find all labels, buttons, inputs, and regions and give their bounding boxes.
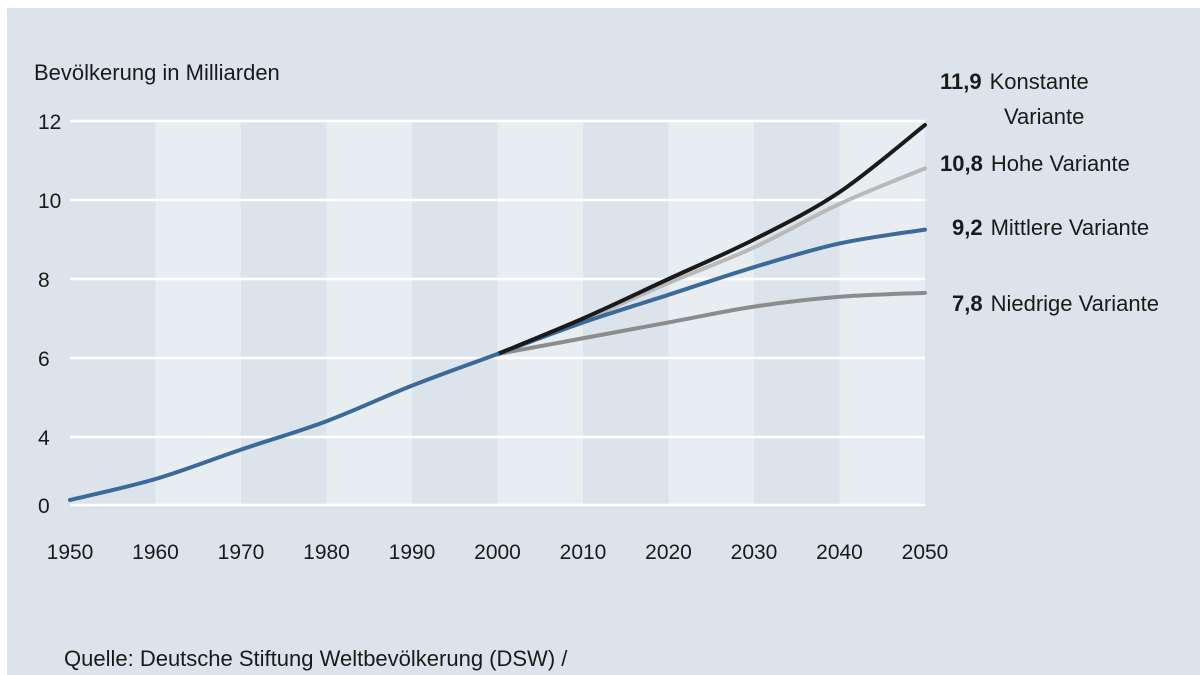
y-axis-label: Bevölkerung in Milliarden — [34, 60, 280, 85]
x-tick-label: 1980 — [303, 541, 350, 564]
x-tick-label: 1950 — [47, 541, 94, 564]
label-niedrige: 7,8 Niedrige Variante — [952, 291, 1159, 316]
x-tick-label: 1960 — [132, 541, 179, 564]
label-konstante: 11,9 Konstante — [940, 69, 1089, 94]
series-line-historical — [68, 352, 500, 502]
x-tick-label: 2010 — [560, 541, 607, 564]
label-mittlere: 9,2 Mittlere Variante — [952, 215, 1149, 240]
decade-band — [241, 121, 327, 505]
x-tick-label: 2020 — [645, 541, 692, 564]
x-tick-label: 1970 — [218, 541, 265, 564]
x-tick-label: 2040 — [816, 541, 863, 564]
y-tick-label: 0 — [38, 495, 50, 518]
decade-band — [326, 121, 412, 505]
y-tick-label: 12 — [38, 111, 61, 134]
source-note: Quelle: Deutsche Stiftung Weltbevölkerun… — [64, 646, 568, 671]
decade-band — [839, 121, 925, 505]
series-line-konstante-variante — [495, 122, 927, 357]
y-tick-label: 4 — [38, 427, 50, 450]
decade-band — [155, 121, 241, 505]
x-tick-label: 2030 — [731, 541, 778, 564]
x-tick-label: 2000 — [474, 541, 521, 564]
decade-band — [497, 121, 583, 505]
y-tick-label: 10 — [38, 190, 61, 213]
series-line-mittlere-variante — [495, 227, 927, 357]
y-tick-label: 6 — [38, 348, 50, 371]
x-tick-label: 1990 — [389, 541, 436, 564]
label-konstante-line2: Variante — [1004, 104, 1084, 129]
decade-band — [754, 121, 840, 505]
decade-band — [412, 121, 498, 505]
series-line-niedrige-variante — [495, 290, 927, 357]
y-tick-label: 8 — [38, 269, 50, 292]
label-hohe: 10,8 Hohe Variante — [940, 151, 1130, 176]
x-tick-label: 2050 — [902, 541, 949, 564]
decade-band — [70, 121, 156, 505]
